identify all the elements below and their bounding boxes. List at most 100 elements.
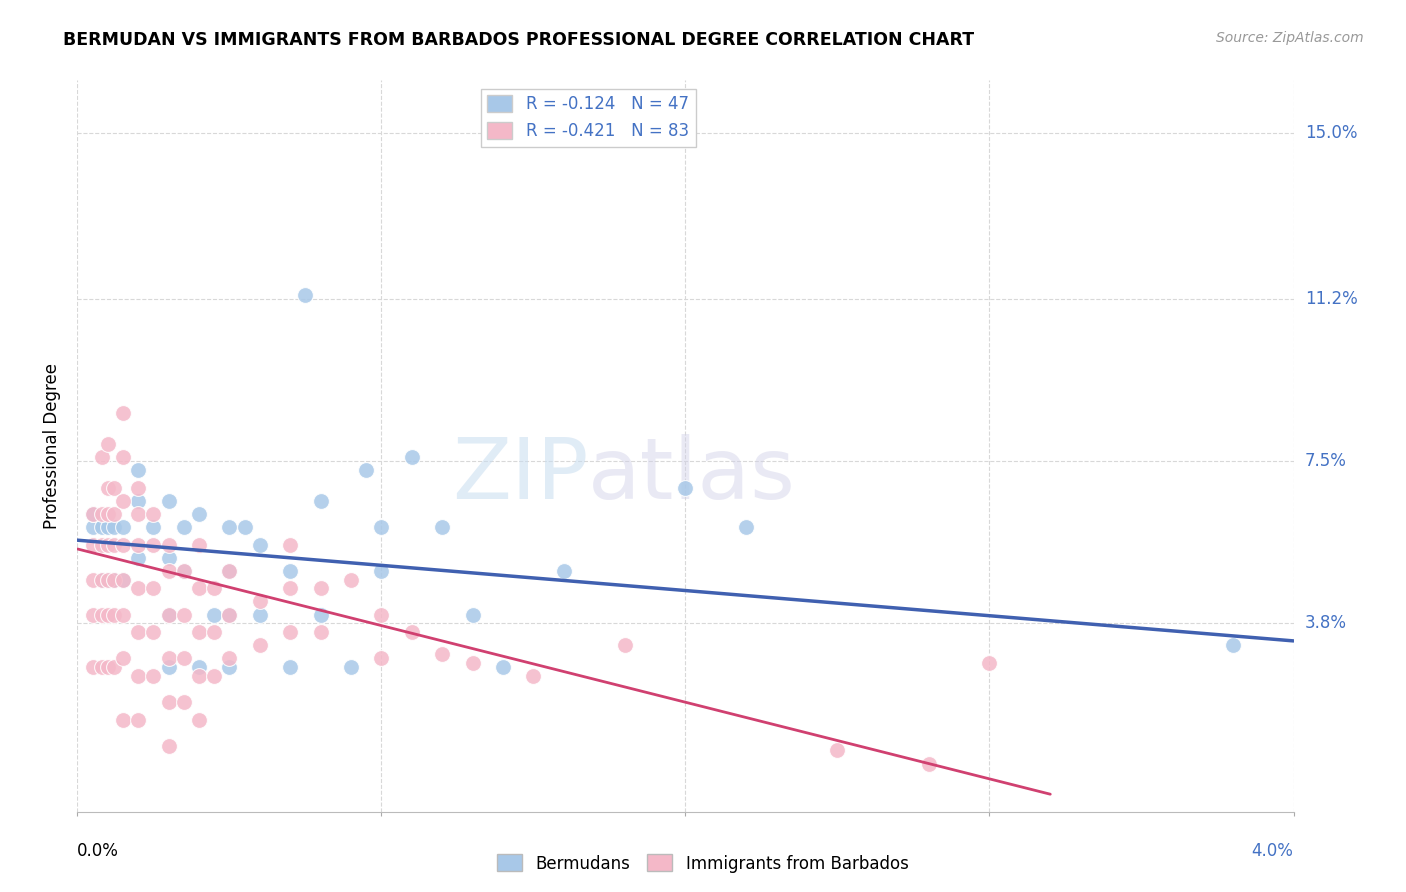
- Point: [90, 450, 112, 464]
- Point: [142, 669, 165, 683]
- Point: [82, 537, 104, 551]
- Point: [249, 594, 271, 608]
- Point: [111, 406, 134, 420]
- Point: [157, 493, 180, 508]
- Text: atlas: atlas: [588, 434, 796, 516]
- Point: [157, 651, 180, 665]
- Point: [370, 520, 392, 534]
- Legend: Bermudans, Immigrants from Barbados: Bermudans, Immigrants from Barbados: [491, 847, 915, 880]
- Point: [103, 573, 125, 587]
- Point: [188, 582, 211, 596]
- Point: [188, 660, 211, 674]
- Point: [309, 493, 332, 508]
- Point: [127, 537, 149, 551]
- Point: [430, 647, 453, 661]
- Point: [103, 481, 125, 495]
- Point: [97, 520, 120, 534]
- Point: [218, 607, 240, 622]
- Legend: R = -0.124   N = 47, R = -0.421   N = 83: R = -0.124 N = 47, R = -0.421 N = 83: [481, 88, 696, 146]
- Point: [157, 537, 180, 551]
- Point: [127, 582, 149, 596]
- Point: [218, 651, 240, 665]
- Point: [188, 537, 211, 551]
- Point: [173, 651, 195, 665]
- Point: [188, 625, 211, 640]
- Point: [354, 463, 377, 477]
- Point: [218, 607, 240, 622]
- Point: [97, 573, 120, 587]
- Point: [90, 660, 112, 674]
- Point: [157, 564, 180, 578]
- Point: [401, 450, 423, 464]
- Point: [97, 537, 120, 551]
- Point: [218, 564, 240, 578]
- Point: [157, 550, 180, 565]
- Point: [461, 656, 484, 670]
- Point: [309, 625, 332, 640]
- Point: [340, 660, 363, 674]
- Text: 4.0%: 4.0%: [1251, 842, 1294, 860]
- Point: [173, 695, 195, 709]
- Point: [461, 607, 484, 622]
- Point: [127, 481, 149, 495]
- Point: [188, 713, 211, 727]
- Point: [97, 573, 120, 587]
- Point: [173, 520, 195, 534]
- Point: [202, 669, 225, 683]
- Point: [103, 507, 125, 521]
- Point: [370, 607, 392, 622]
- Point: [157, 660, 180, 674]
- Point: [103, 520, 125, 534]
- Point: [553, 564, 575, 578]
- Point: [111, 651, 134, 665]
- Point: [401, 625, 423, 640]
- Point: [103, 537, 125, 551]
- Point: [340, 573, 363, 587]
- Point: [249, 537, 271, 551]
- Point: [97, 607, 120, 622]
- Point: [97, 660, 120, 674]
- Y-axis label: Professional Degree: Professional Degree: [44, 363, 62, 529]
- Point: [82, 607, 104, 622]
- Point: [90, 537, 112, 551]
- Point: [103, 573, 125, 587]
- Point: [188, 669, 211, 683]
- Point: [82, 507, 104, 521]
- Point: [1222, 638, 1244, 652]
- Point: [97, 481, 120, 495]
- Point: [278, 582, 301, 596]
- Point: [173, 607, 195, 622]
- Point: [127, 493, 149, 508]
- Point: [278, 537, 301, 551]
- Point: [142, 537, 165, 551]
- Point: [103, 607, 125, 622]
- Point: [82, 507, 104, 521]
- Point: [202, 625, 225, 640]
- Point: [370, 651, 392, 665]
- Point: [979, 656, 1001, 670]
- Point: [90, 520, 112, 534]
- Point: [370, 564, 392, 578]
- Point: [111, 537, 134, 551]
- Point: [127, 669, 149, 683]
- Point: [90, 573, 112, 587]
- Point: [294, 288, 316, 302]
- Point: [157, 739, 180, 753]
- Point: [278, 625, 301, 640]
- Point: [111, 573, 134, 587]
- Point: [127, 625, 149, 640]
- Point: [218, 520, 240, 534]
- Point: [127, 550, 149, 565]
- Point: [827, 743, 849, 757]
- Point: [82, 573, 104, 587]
- Point: [157, 695, 180, 709]
- Text: ZIP: ZIP: [451, 434, 588, 516]
- Point: [90, 507, 112, 521]
- Point: [675, 481, 697, 495]
- Point: [218, 660, 240, 674]
- Point: [90, 607, 112, 622]
- Point: [202, 607, 225, 622]
- Point: [142, 507, 165, 521]
- Point: [97, 437, 120, 451]
- Point: [278, 564, 301, 578]
